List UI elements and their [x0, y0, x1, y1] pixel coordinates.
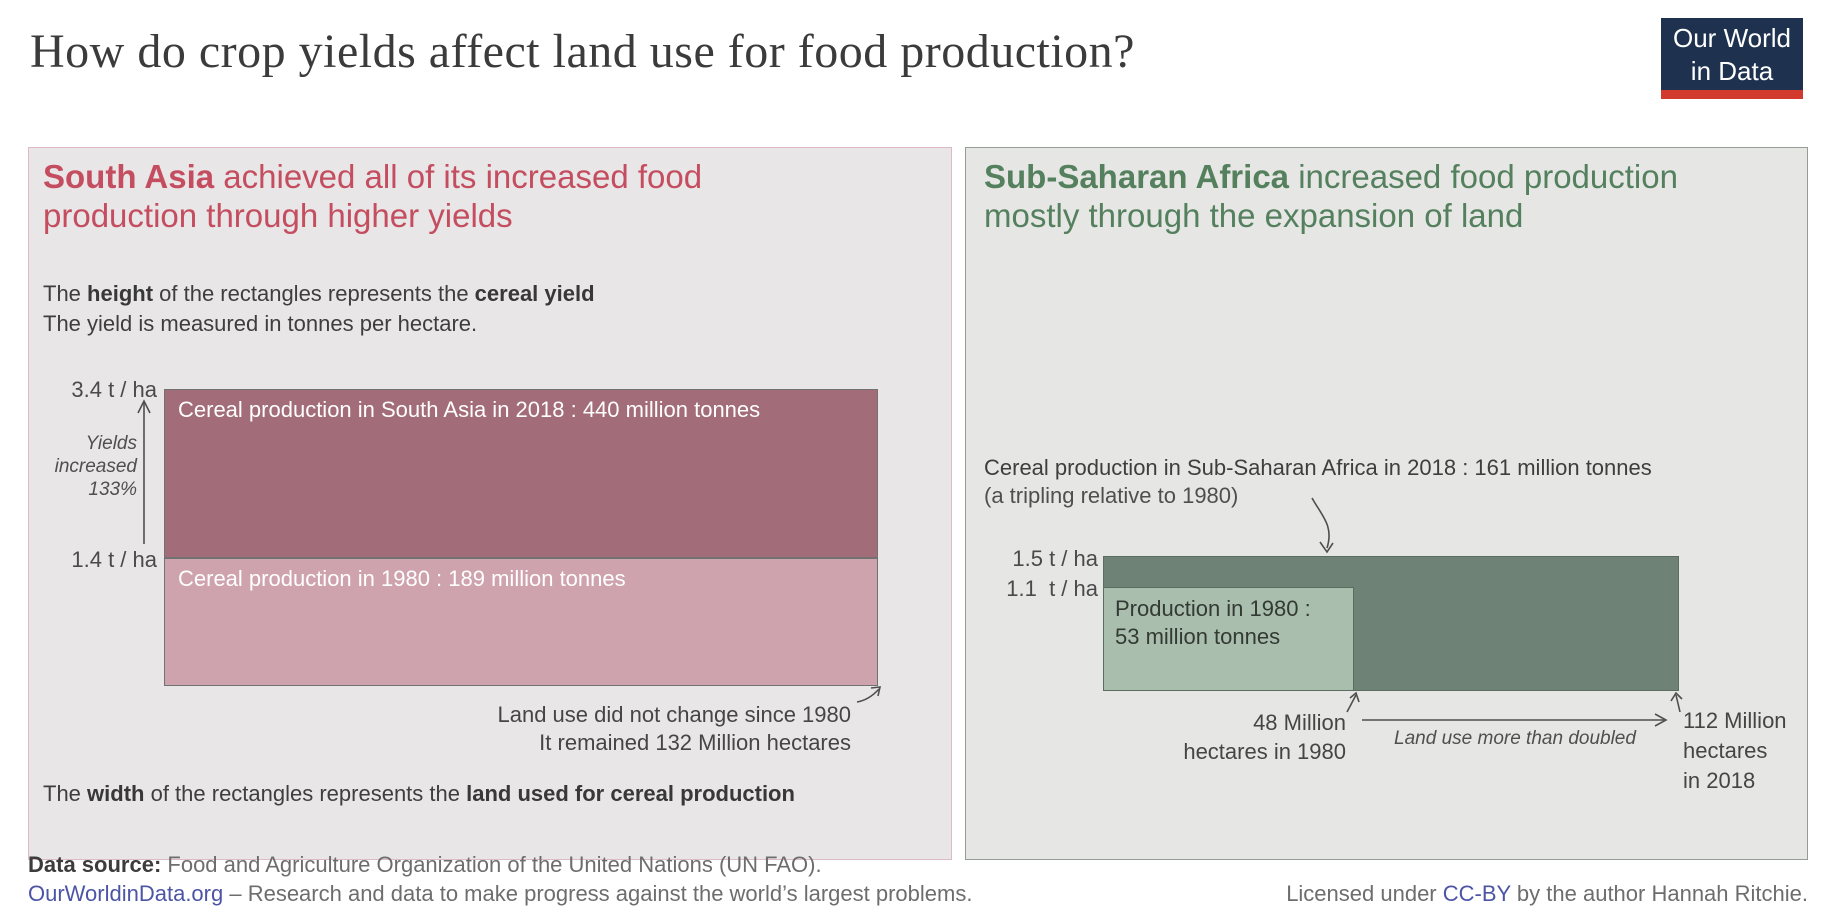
license-post-text: by the author Hannah Ritchie. — [1510, 881, 1808, 906]
ssa-1980-rect: Production in 1980 : 53 million tonnes — [1103, 587, 1354, 691]
license-pre-text: Licensed under — [1286, 881, 1443, 906]
hectares-1980-l1: 48 Million — [1253, 710, 1346, 735]
south-asia-1980-label: Cereal production in 1980 : 189 million … — [178, 566, 626, 591]
width-explainer: The width of the rectangles represents t… — [43, 779, 795, 809]
yield-label-1-4: 1.4 t / ha — [71, 547, 157, 572]
hectares-2018-label: 112 Million hectares in 2018 — [1683, 706, 1813, 796]
owid-logo-red-bar — [1661, 90, 1803, 99]
width-bold: width — [87, 781, 145, 806]
ssa-1980-label-l1: Production in 1980 : — [1115, 596, 1311, 621]
footer-owid-line: OurWorldinData.org – Research and data t… — [28, 881, 972, 907]
yields-note-l3: 133% — [88, 479, 137, 500]
hectares-1980-label: 48 Million hectares in 1980 — [1161, 708, 1346, 766]
annotation-curve-arrow-icon — [1311, 497, 1334, 554]
explainer-yield-bold: cereal yield — [474, 281, 595, 306]
page-title: How do crop yields affect land use for f… — [30, 25, 1135, 78]
land-unchanged-note: Land use did not change since 1980 It re… — [329, 701, 851, 757]
ssa-1980-label: Production in 1980 : 53 million tonnes — [1104, 588, 1353, 658]
explainer-text2: of the rectangles represents the — [153, 281, 475, 306]
south-asia-heading: South Asia achieved all of its increased… — [43, 157, 702, 235]
ssa-heading: Sub-Saharan Africa increased food produc… — [984, 157, 1678, 235]
south-asia-2018-rect: Cereal production in South Asia in 2018 … — [164, 389, 878, 558]
yield-label-1-1: 1.1 t / ha — [1006, 576, 1098, 601]
yields-note-l1: Yields — [85, 433, 137, 454]
owid-link[interactable]: OurWorldinData.org — [28, 881, 224, 906]
footer-license-line: Licensed under CC-BY by the author Hanna… — [1100, 881, 1808, 907]
cc-by-link[interactable]: CC-BY — [1442, 881, 1511, 906]
hectares-2018-l2: hectares — [1683, 738, 1768, 763]
explainer-height-bold: height — [87, 281, 154, 306]
yield-label-3-4: 3.4 t / ha — [71, 377, 157, 402]
yield-increase-arrow-icon — [137, 399, 151, 544]
width-text: The — [43, 781, 88, 806]
width-land-bold: land used for cereal production — [466, 781, 795, 806]
south-asia-heading-bold: South Asia — [43, 158, 215, 195]
data-source-label: Data source: — [28, 852, 162, 877]
south-asia-heading-rest: achieved all of its increased food — [214, 158, 703, 195]
land-unchanged-l1: Land use did not change since 1980 — [497, 702, 851, 727]
owid-logo-line2: in Data — [1690, 56, 1774, 87]
explainer-text: The — [43, 281, 88, 306]
hectares-2018-arrow-icon — [1670, 691, 1683, 713]
footer-data-source: Data source: Food and Agriculture Organi… — [28, 852, 822, 878]
panel-south-asia: South Asia achieved all of its increased… — [28, 147, 952, 860]
hectares-2018-l1: 112 Million — [1683, 708, 1787, 733]
owid-logo-box: Our World in Data — [1661, 18, 1803, 90]
land-doubled-arrow-icon — [1362, 713, 1668, 727]
yields-note-l2: increased — [54, 456, 137, 477]
hectares-2018-l3: in 2018 — [1683, 768, 1756, 793]
owid-logo[interactable]: Our World in Data — [1661, 18, 1803, 99]
south-asia-heading-line2: production through higher yields — [43, 197, 513, 234]
land-doubled-label: Land use more than doubled — [1394, 728, 1636, 749]
yield-label-1-5: 1.5 t / ha — [1012, 546, 1098, 571]
ssa-heading-line2: mostly through the expansion of land — [984, 197, 1524, 234]
panel-sub-saharan-africa: Sub-Saharan Africa increased food produc… — [965, 147, 1808, 860]
width-text2: of the rectangles represents the — [144, 781, 467, 806]
ssa-2018-annotation-l2: (a tripling relative to 1980) — [984, 483, 1239, 508]
south-asia-2018-label: Cereal production in South Asia in 2018 … — [178, 397, 761, 422]
land-unchanged-l2: It remained 132 Million hectares — [539, 730, 851, 755]
owid-logo-line1: Our World — [1673, 23, 1791, 53]
hectares-1980-arrow-icon — [1346, 691, 1360, 713]
south-asia-1980-rect: Cereal production in 1980 : 189 million … — [164, 558, 878, 686]
ssa-1980-label-l2: 53 million tonnes — [1115, 624, 1281, 649]
explainer-line2: The yield is measured in tonnes per hect… — [43, 311, 478, 336]
ssa-heading-bold: Sub-Saharan Africa — [984, 158, 1290, 195]
owid-tagline: – Research and data to make progress aga… — [223, 881, 973, 906]
data-source-text: Food and Agriculture Organization of the… — [161, 852, 822, 877]
ssa-2018-annotation-l1: Cereal production in Sub-Saharan Africa … — [984, 455, 1652, 480]
ssa-heading-rest: increased food production — [1289, 158, 1678, 195]
height-explainer: The height of the rectangles represents … — [43, 279, 595, 339]
yields-increase-note: Yields increased 133% — [29, 432, 137, 501]
ssa-2018-annotation: Cereal production in Sub-Saharan Africa … — [984, 454, 1652, 510]
land-corner-arrow-icon — [856, 686, 882, 703]
hectares-1980-l2: hectares in 1980 — [1183, 739, 1346, 764]
